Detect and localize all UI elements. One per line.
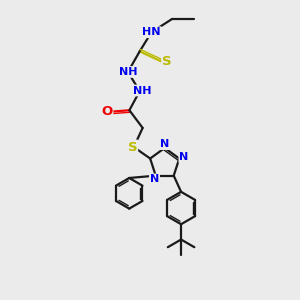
Text: S: S <box>162 55 172 68</box>
Text: N: N <box>179 152 189 162</box>
Text: HN: HN <box>142 27 161 37</box>
Text: N: N <box>150 175 159 184</box>
Text: NH: NH <box>134 85 152 95</box>
Text: O: O <box>101 105 112 118</box>
Text: S: S <box>128 141 137 154</box>
Text: NH: NH <box>119 67 137 77</box>
Text: N: N <box>160 139 169 149</box>
